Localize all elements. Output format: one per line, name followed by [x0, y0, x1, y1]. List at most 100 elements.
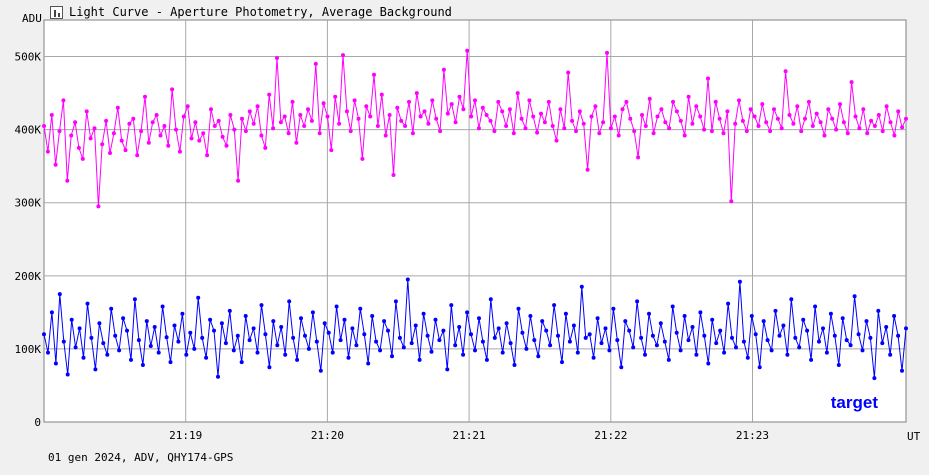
data-point-series-1	[577, 109, 582, 114]
data-point-series-1	[232, 127, 237, 132]
data-point-target	[334, 304, 339, 309]
y-tick-label-200k: 200K	[15, 270, 42, 283]
data-point-target	[540, 319, 545, 324]
data-point-series-1	[830, 116, 835, 121]
data-point-series-1	[368, 114, 373, 119]
data-point-series-1	[410, 131, 415, 136]
data-point-series-1	[298, 113, 303, 117]
data-point-series-1	[896, 109, 901, 114]
data-point-target	[212, 328, 216, 333]
data-point-target	[836, 363, 841, 367]
data-point-target	[101, 341, 106, 346]
data-point-target	[560, 360, 564, 365]
data-point-target	[46, 350, 50, 355]
data-point-series-1	[321, 101, 326, 106]
data-point-series-1	[150, 120, 155, 125]
data-point-target	[168, 360, 173, 365]
data-point-series-1	[53, 162, 58, 167]
data-point-series-1	[282, 114, 287, 119]
x-tick-label-21-19: 21:19	[169, 429, 202, 442]
data-point-series-1	[539, 111, 543, 116]
data-point-target	[840, 316, 845, 321]
data-point-series-1	[154, 113, 159, 117]
data-point-series-1	[892, 133, 897, 138]
data-point-series-1	[799, 129, 804, 134]
data-point-series-1	[857, 126, 862, 131]
data-point-target	[516, 306, 521, 311]
grid	[44, 20, 906, 422]
data-point-target	[844, 338, 849, 343]
data-point-target	[607, 348, 612, 353]
data-point-target	[358, 306, 363, 311]
data-point-target	[524, 346, 529, 351]
data-point-series-1	[88, 136, 93, 141]
data-point-target	[136, 338, 141, 343]
data-point-target	[314, 339, 319, 344]
data-point-target	[219, 321, 224, 326]
data-point-series-1	[461, 107, 466, 112]
data-point-target	[627, 328, 632, 333]
data-point-series-1	[360, 156, 365, 161]
data-point-series-1	[414, 91, 419, 96]
data-point-series-1	[729, 199, 734, 204]
data-point-series-1	[527, 98, 532, 103]
data-point-target	[710, 317, 715, 322]
chart-icon[interactable]	[50, 5, 63, 19]
data-point-target	[690, 325, 695, 329]
data-point-series-1	[341, 53, 345, 58]
data-point-target	[757, 365, 762, 370]
data-point-series-1	[185, 104, 190, 109]
data-point-target	[354, 343, 359, 348]
data-point-target	[556, 333, 560, 338]
data-point-target	[322, 321, 327, 326]
data-point-series-1	[348, 129, 353, 134]
data-point-target	[698, 310, 703, 315]
data-point-target	[85, 301, 90, 306]
data-point-series-1	[96, 204, 101, 209]
data-point-target	[611, 306, 616, 311]
data-point-target	[425, 333, 430, 338]
data-point-target	[639, 335, 644, 340]
data-point-series-1	[601, 120, 606, 125]
data-point-target	[817, 339, 821, 344]
data-point-target	[860, 348, 865, 353]
data-point-series-1	[209, 107, 213, 112]
data-point-series-1	[162, 124, 167, 128]
data-point-target	[275, 343, 280, 348]
data-point-target	[125, 328, 129, 333]
data-point-series-1	[733, 121, 738, 126]
data-point-series-1	[170, 87, 175, 92]
footer-info: 01 gen 2024, ADV, QHY174-GPS	[48, 451, 234, 464]
data-point-target	[484, 357, 489, 362]
data-point-target	[73, 345, 78, 350]
data-point-series-1	[713, 99, 718, 104]
data-point-target	[876, 308, 881, 313]
data-point-series-1	[542, 120, 547, 125]
y-axis-label: ADU	[22, 12, 42, 25]
data-point-series-1	[181, 114, 186, 119]
data-point-target	[469, 332, 473, 337]
data-point-target	[571, 323, 576, 328]
data-point-target	[81, 355, 86, 360]
data-point-target	[718, 328, 723, 333]
data-point-series-1	[255, 104, 260, 109]
data-point-series-1	[535, 130, 540, 135]
data-point-target	[603, 326, 608, 331]
data-point-target	[722, 350, 727, 355]
data-point-target	[69, 317, 74, 322]
data-point-series-1	[496, 99, 501, 104]
data-point-series-1	[201, 131, 206, 136]
data-point-target	[805, 328, 810, 333]
data-point-target	[666, 357, 671, 362]
data-point-target	[694, 352, 699, 357]
data-point-series-1	[216, 118, 221, 123]
data-point-series-1	[709, 129, 714, 134]
data-point-series-1	[663, 120, 668, 125]
data-point-series-1	[865, 131, 870, 136]
data-point-series-1	[772, 107, 776, 112]
data-point-series-1	[717, 116, 722, 121]
data-point-target	[429, 349, 434, 354]
data-point-target	[342, 317, 347, 322]
data-point-series-1	[399, 118, 404, 123]
data-point-series-1	[760, 102, 765, 107]
